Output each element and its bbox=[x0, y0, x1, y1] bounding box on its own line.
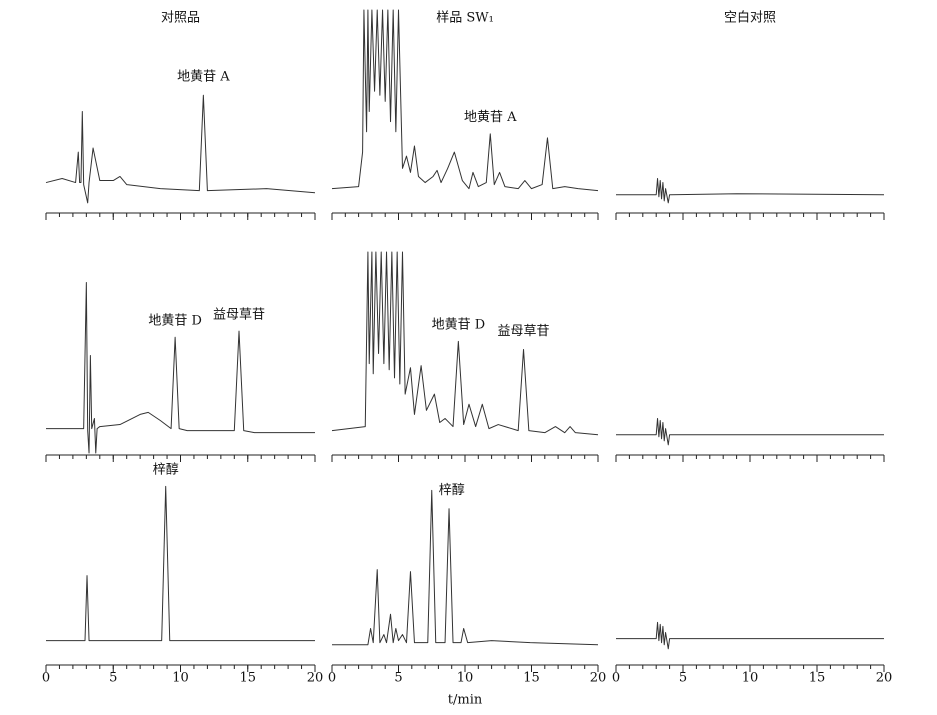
chromatogram-trace bbox=[46, 281, 315, 454]
x-tick-label: 20 bbox=[876, 671, 893, 686]
x-tick-label: 15 bbox=[239, 671, 256, 686]
panel-title: 空白对照 bbox=[724, 10, 776, 26]
peak-annotation: 地黄苷 A bbox=[464, 110, 517, 125]
x-tick-label: 0 bbox=[612, 671, 620, 686]
x-tick-label: 20 bbox=[590, 671, 607, 686]
x-tick-label: 10 bbox=[457, 671, 474, 686]
panel-title: 对照品 bbox=[161, 11, 200, 26]
x-axis-label: t/min bbox=[448, 693, 483, 708]
x-tick-label: 20 bbox=[307, 671, 324, 686]
peak-annotation: 梓醇 bbox=[153, 462, 179, 478]
panel-title: 样品 SW₁ bbox=[436, 11, 494, 26]
x-tick-label: 0 bbox=[328, 671, 336, 686]
chromatogram-trace bbox=[616, 177, 885, 204]
chromatogram-trace bbox=[616, 621, 884, 650]
peak-annotation: 地黄苷 D bbox=[432, 318, 486, 333]
chromatogram-trace bbox=[45, 94, 316, 204]
peak-annotation: 地黄苷 D bbox=[148, 314, 202, 329]
x-tick-label: 5 bbox=[394, 671, 402, 686]
peak-annotation: 地黄苷 A bbox=[177, 70, 230, 85]
chromatogram-trace bbox=[332, 489, 599, 646]
chromatogram-trace bbox=[46, 485, 315, 642]
x-tick-label: 5 bbox=[109, 671, 117, 686]
x-tick-label: 10 bbox=[742, 671, 759, 686]
chromatogram-trace bbox=[331, 9, 599, 192]
x-tick-label: 0 bbox=[42, 671, 50, 686]
x-tick-label: 10 bbox=[172, 671, 189, 686]
peak-annotation: 益母草苷 bbox=[498, 324, 550, 339]
x-tick-label: 15 bbox=[523, 671, 540, 686]
x-tick-label: 15 bbox=[809, 671, 826, 686]
peak-annotation: 梓醇 bbox=[439, 482, 465, 498]
x-tick-label: 5 bbox=[679, 671, 687, 686]
chromatogram-trace bbox=[331, 251, 599, 436]
chromatogram-trace bbox=[616, 417, 884, 446]
peak-annotation: 益母草苷 bbox=[213, 308, 265, 323]
